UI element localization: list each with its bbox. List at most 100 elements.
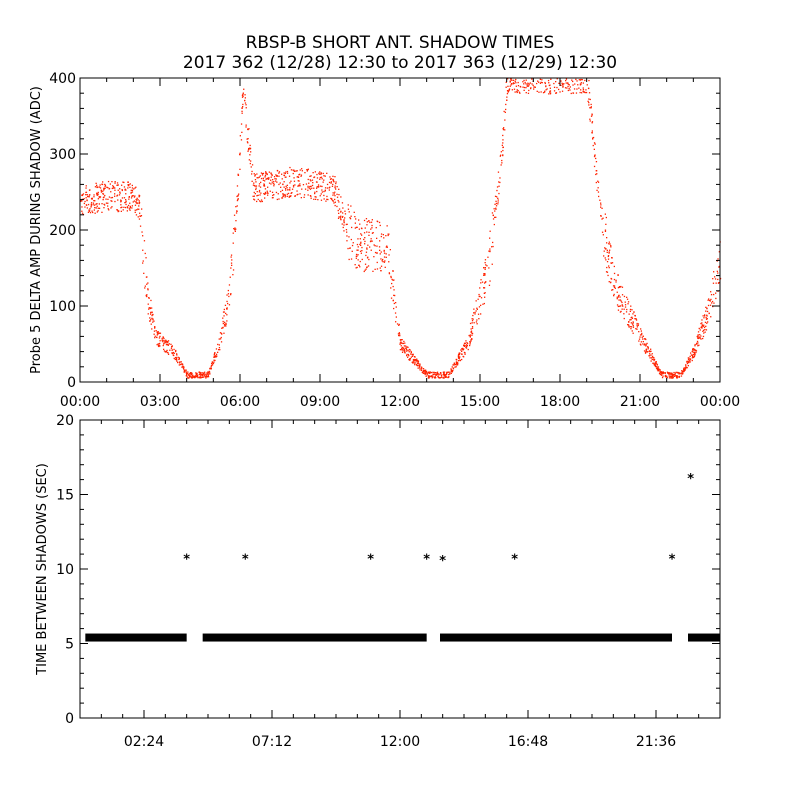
top-data-point (120, 204, 122, 206)
top-data-point (480, 282, 482, 284)
top-data-point (589, 107, 591, 109)
top-data-point (286, 172, 289, 174)
top-data-point (154, 326, 156, 329)
top-data-point (470, 340, 472, 342)
top-data-point (448, 371, 450, 373)
top-data-point (266, 190, 268, 192)
top-data-point (678, 372, 680, 374)
top-y-tick-label: 200 (49, 223, 76, 239)
top-data-point (575, 78, 577, 81)
top-data-point (253, 198, 255, 200)
top-data-point (522, 81, 524, 83)
top-data-point (179, 363, 182, 366)
top-data-point (511, 79, 513, 81)
top-data-point (220, 332, 223, 334)
top-data-point (643, 344, 645, 346)
top-data-point (591, 130, 593, 132)
top-data-point (687, 361, 689, 363)
top-data-point (447, 376, 449, 379)
top-data-point (154, 326, 156, 328)
top-data-point (150, 299, 152, 302)
top-data-point (253, 195, 255, 197)
top-data-point (256, 173, 258, 175)
top-data-point (258, 176, 260, 178)
top-data-point (178, 358, 180, 361)
top-data-point (669, 375, 671, 377)
top-data-point (505, 108, 507, 111)
top-data-point (595, 181, 597, 184)
top-data-point (335, 182, 337, 185)
top-data-point (380, 235, 382, 238)
top-data-point (252, 184, 255, 186)
top-data-point (383, 250, 385, 252)
top-data-point (591, 122, 593, 124)
top-data-point (627, 301, 630, 303)
top-data-point (183, 371, 185, 373)
top-data-point (519, 92, 521, 94)
top-data-point (161, 339, 163, 341)
top-data-point (260, 199, 263, 201)
top-data-point (615, 279, 617, 281)
top-data-point (344, 210, 346, 212)
top-data-point (366, 231, 368, 233)
top-data-point (509, 85, 511, 87)
top-data-point (102, 181, 104, 183)
top-data-point (315, 198, 317, 200)
top-data-point (687, 358, 690, 361)
top-data-point (359, 243, 361, 246)
top-data-point (443, 376, 445, 378)
top-data-point (143, 272, 145, 274)
bottom-outlier-point: * (183, 553, 190, 568)
top-data-point (133, 200, 135, 202)
top-data-point (111, 187, 113, 190)
top-data-point (481, 281, 484, 283)
top-data-point (709, 299, 711, 302)
top-data-point (645, 351, 647, 353)
top-data-point (507, 91, 509, 93)
top-data-point (674, 372, 677, 374)
top-data-point (500, 154, 502, 156)
top-data-point (480, 313, 482, 315)
top-data-point (296, 194, 298, 196)
top-data-point (251, 164, 254, 166)
top-data-point (260, 201, 262, 203)
top-data-point (613, 286, 616, 288)
top-data-point (645, 349, 647, 352)
top-data-point (385, 256, 387, 258)
top-data-point (214, 356, 216, 358)
top-data-point (617, 305, 619, 308)
top-data-point (510, 78, 512, 80)
top-data-point (489, 237, 491, 239)
top-data-point (411, 361, 413, 363)
top-data-point (169, 349, 171, 351)
top-data-point (706, 322, 708, 324)
top-data-point (222, 327, 224, 329)
top-data-point (414, 356, 416, 358)
top-data-point (496, 189, 498, 192)
top-data-point (235, 228, 237, 230)
top-data-point (645, 345, 647, 347)
top-data-point (415, 362, 417, 364)
top-data-point (333, 193, 335, 195)
top-data-point (230, 267, 232, 269)
top-data-point (386, 246, 388, 248)
top-data-point (694, 350, 696, 352)
top-data-point (148, 307, 150, 309)
top-data-point (705, 329, 708, 331)
top-data-point (348, 211, 350, 213)
top-data-point (291, 192, 293, 194)
top-data-point (134, 204, 137, 206)
top-data-point (171, 346, 173, 348)
top-data-point (251, 173, 253, 175)
top-data-point (655, 361, 657, 363)
top-data-point (114, 193, 116, 195)
top-data-point (175, 356, 177, 359)
top-data-point (117, 210, 119, 212)
top-data-point (108, 188, 110, 190)
top-data-point (705, 325, 707, 327)
top-data-point (91, 197, 93, 199)
top-data-point (700, 338, 702, 340)
top-data-point (605, 271, 608, 273)
top-data-point (149, 320, 151, 322)
top-data-point (478, 318, 480, 320)
